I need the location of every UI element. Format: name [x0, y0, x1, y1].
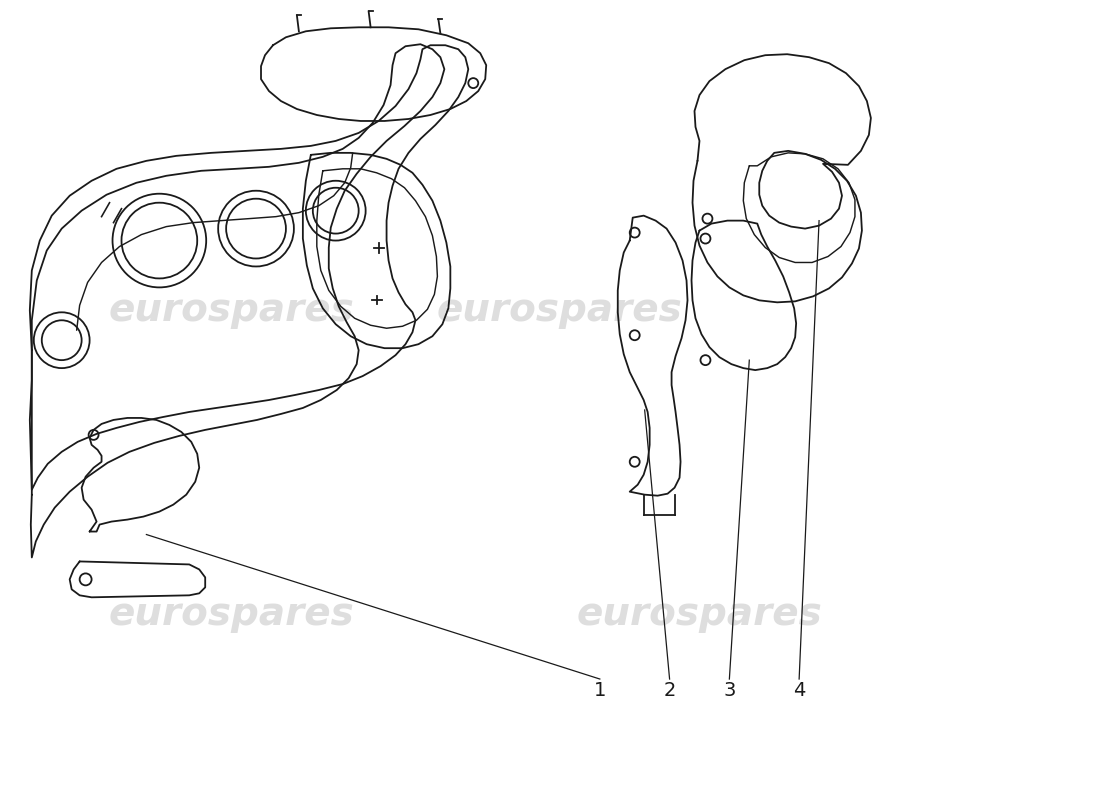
Text: eurospares: eurospares [108, 595, 354, 634]
Text: eurospares: eurospares [108, 291, 354, 330]
Text: 4: 4 [793, 682, 805, 701]
Text: eurospares: eurospares [576, 595, 823, 634]
Text: 3: 3 [723, 682, 736, 701]
Text: 2: 2 [663, 682, 675, 701]
Text: 1: 1 [594, 682, 606, 701]
Text: eurospares: eurospares [437, 291, 683, 330]
